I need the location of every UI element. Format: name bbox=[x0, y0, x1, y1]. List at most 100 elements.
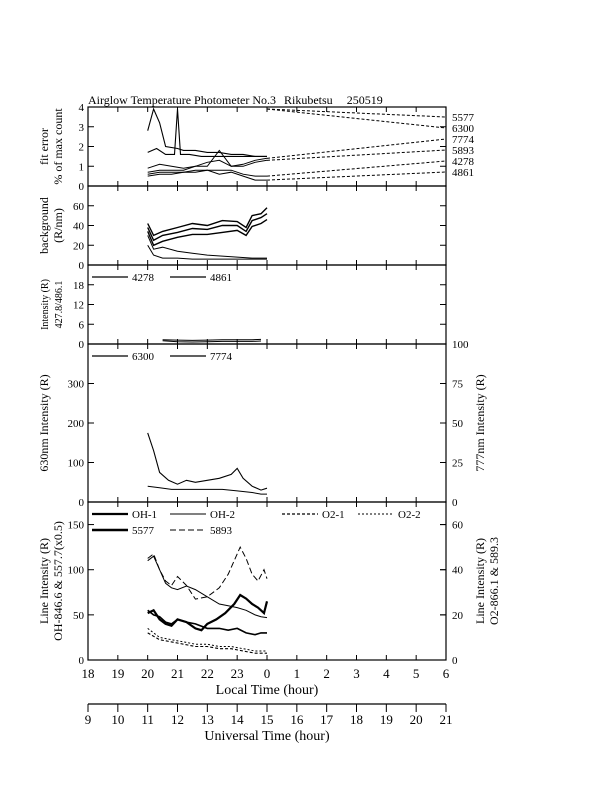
y-tick-label: 0 bbox=[79, 339, 85, 351]
x-axis-label-local: Local Time (hour) bbox=[216, 683, 319, 698]
x-tick-label-local: 0 bbox=[264, 666, 271, 681]
y-tick-label: 6 bbox=[79, 319, 85, 331]
x-tick-label-ut: 9 bbox=[85, 712, 92, 727]
label-connector bbox=[266, 108, 447, 129]
label-connector bbox=[266, 171, 447, 181]
chart-title: Airglow Temperature Photometer No.3 Rikub… bbox=[88, 93, 383, 107]
y-tick-label: 3 bbox=[79, 122, 85, 134]
x-tick-label-ut: 15 bbox=[261, 712, 274, 727]
y-right-axis-label: O2-866.1 & 589.3 bbox=[487, 537, 501, 625]
x-tick-label-local: 4 bbox=[383, 666, 390, 681]
y-right-tick-label: 50 bbox=[452, 418, 464, 430]
y-right-tick-label: 100 bbox=[452, 339, 469, 351]
legend-label: 5577 bbox=[132, 525, 155, 537]
series-line-oh-1 bbox=[147, 609, 267, 636]
series-line-6300 bbox=[147, 432, 268, 491]
y-tick-label: 20 bbox=[73, 240, 85, 252]
y-right-tick-label: 20 bbox=[452, 610, 464, 622]
x-tick-label-ut: 20 bbox=[410, 712, 423, 727]
series-end-label: 5577 bbox=[452, 112, 475, 124]
x-tick-label-local: 1 bbox=[294, 666, 301, 681]
y-tick-label: 100 bbox=[68, 458, 85, 470]
x-tick-label-local: 22 bbox=[201, 666, 214, 681]
legend-label: 7774 bbox=[210, 351, 233, 363]
y-tick-label: 0 bbox=[79, 655, 85, 667]
x-tick-label-ut: 16 bbox=[290, 712, 304, 727]
x-tick-label-local: 23 bbox=[231, 666, 244, 681]
label-connector bbox=[266, 138, 447, 159]
series-line-6300 bbox=[147, 108, 267, 157]
series-line-5577 bbox=[147, 593, 269, 632]
series-line-o2-2 bbox=[147, 628, 267, 652]
series-line-7774 bbox=[147, 485, 267, 495]
x-tick-label-ut: 12 bbox=[171, 712, 184, 727]
x-tick-label-local: 3 bbox=[353, 666, 360, 681]
series-line-4861 bbox=[147, 169, 267, 181]
panel-red_lines: 0 100 200 300 0 25 50 75 100 630nm Intensity (R) 7… bbox=[37, 339, 487, 509]
y-axis-label: Intensity (R) bbox=[40, 279, 51, 330]
y-axis-label: % of max count bbox=[51, 108, 65, 185]
series-end-label: 4861 bbox=[452, 167, 474, 179]
x-tick-label-local: 5 bbox=[413, 666, 420, 681]
series-line-4861 bbox=[162, 338, 262, 341]
x-axis-label-ut: Universal Time (hour) bbox=[204, 729, 330, 744]
legend-label: 5893 bbox=[210, 525, 233, 537]
label-connector bbox=[266, 160, 447, 177]
y-axis-label: 630nm Intensity (R) bbox=[37, 374, 51, 471]
series-line-5893 bbox=[147, 545, 268, 600]
series-line-o2-1 bbox=[147, 632, 267, 654]
y-tick-label: 100 bbox=[68, 565, 85, 577]
x-tick-label-local: 18 bbox=[82, 666, 95, 681]
y-tick-label: 40 bbox=[73, 221, 85, 233]
series-line-0 bbox=[147, 207, 268, 237]
y-tick-label: 12 bbox=[73, 300, 84, 312]
x-tick-label-ut: 13 bbox=[201, 712, 214, 727]
series-line-4278 bbox=[147, 169, 267, 177]
y-tick-label: 18 bbox=[73, 280, 85, 292]
x-tick-label-ut: 18 bbox=[350, 712, 363, 727]
legend-label: OH-2 bbox=[210, 509, 235, 521]
x-tick-label-ut: 17 bbox=[320, 712, 334, 727]
y-right-tick-label: 0 bbox=[452, 655, 458, 667]
legend-label: 6300 bbox=[132, 351, 155, 363]
series-end-label: 4278 bbox=[452, 156, 475, 168]
y-axis-label: Line Intensity (R) bbox=[37, 538, 51, 624]
series-line-4278 bbox=[162, 340, 262, 343]
series-line-4 bbox=[147, 245, 267, 260]
legend-label: O2-1 bbox=[322, 509, 345, 521]
panel-background: 0 20 40 60 background (R/nm) bbox=[37, 185, 447, 272]
y-axis-label: fit error bbox=[37, 128, 51, 165]
y-tick-label: 50 bbox=[73, 610, 85, 622]
y-axis-label: OH-846.6 & 557.7(x0.5) bbox=[51, 521, 65, 641]
x-tick-label-local: 21 bbox=[171, 666, 184, 681]
series-line-2 bbox=[147, 219, 268, 247]
series-end-label: 5893 bbox=[452, 145, 475, 157]
x-tick-label-local: 6 bbox=[443, 666, 450, 681]
panel-blue_lines: 0 6 12 18 Intensity (R) 427.8/486.1 4278 4861 bbox=[40, 264, 447, 351]
x-tick-label-local: 19 bbox=[111, 666, 124, 681]
series-line-5893 bbox=[147, 159, 268, 173]
y-tick-label: 0 bbox=[79, 260, 85, 272]
series-line-1 bbox=[147, 213, 268, 242]
y-tick-label: 300 bbox=[68, 379, 85, 391]
series-line-3 bbox=[147, 235, 267, 259]
y-axis-label: 427.8/486.1 bbox=[54, 281, 65, 329]
legend-label: 4861 bbox=[210, 272, 232, 284]
y-right-axis-label: Line Intensity (R) bbox=[473, 538, 487, 624]
y-right-tick-label: 0 bbox=[452, 497, 458, 509]
y-tick-label: 60 bbox=[73, 201, 85, 213]
y-tick-label: 1 bbox=[79, 161, 85, 173]
y-right-tick-label: 40 bbox=[452, 565, 464, 577]
y-tick-label: 0 bbox=[79, 181, 85, 193]
x-tick-label-ut: 19 bbox=[380, 712, 393, 727]
legend-label: O2-2 bbox=[398, 509, 421, 521]
series-line-oh-2 bbox=[147, 555, 268, 619]
y-right-axis-label: 777nm Intensity (R) bbox=[473, 374, 487, 471]
panel-frame bbox=[87, 185, 447, 266]
y-tick-label: 4 bbox=[79, 102, 85, 114]
y-axis-label: (R/nm) bbox=[51, 208, 65, 243]
panel-frame bbox=[87, 343, 447, 503]
legend-label: OH-1 bbox=[132, 509, 157, 521]
